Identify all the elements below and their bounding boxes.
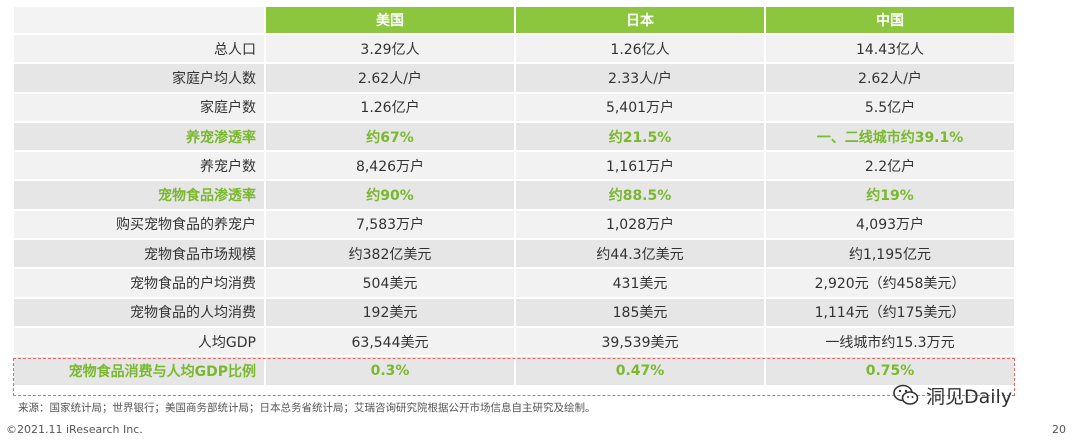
cell-japan: 2.33人/户 — [516, 64, 764, 92]
copyright: ©2021.11 iResearch Inc. — [6, 423, 143, 436]
cell-china: 0.75% — [766, 357, 1014, 385]
cell-japan: 1,161万户 — [516, 152, 764, 180]
cell-japan: 39,539美元 — [516, 327, 764, 356]
cell-china: 一线城市约15.3万元 — [766, 327, 1014, 356]
table-header: 美国 日本 中国 — [14, 7, 1014, 33]
table-row: 宠物食品的户均消费 504美元 431美元 2,920元（约458美元） — [14, 269, 1014, 297]
table-row: 宠物食品的人均消费 192美元 185美元 1,114元（约175美元） — [14, 298, 1014, 326]
row-label: 家庭户数 — [14, 93, 264, 121]
cell-china: 2,920元（约458美元） — [766, 269, 1014, 297]
cell-japan: 约44.3亿美元 — [516, 240, 764, 268]
cell-usa: 约382亿美元 — [266, 240, 514, 268]
row-label: 宠物食品市场规模 — [14, 240, 264, 268]
highlight-dashed-box — [13, 358, 1015, 396]
header-china: 中国 — [766, 7, 1014, 33]
cell-usa: 504美元 — [266, 269, 514, 297]
source-note: 来源：国家统计局；世界银行；美国商务部统计局；日本总务省统计局；艾瑞咨询研究院根… — [18, 402, 596, 414]
table-row-highlight: 宠物食品消费与人均GDP比例 0.3% 0.47% 0.75% — [14, 357, 1014, 385]
watermark: 洞见Daily — [892, 381, 1012, 409]
row-label: 购买宠物食品的养宠户 — [14, 210, 264, 239]
cell-japan: 1,028万户 — [516, 210, 764, 239]
cell-china: 约1,195亿元 — [766, 240, 1014, 268]
cell-usa: 192美元 — [266, 298, 514, 326]
cell-japan: 5,401万户 — [516, 93, 764, 121]
cell-usa: 8,426万户 — [266, 152, 514, 180]
cell-japan: 185美元 — [516, 298, 764, 326]
row-label: 宠物食品消费与人均GDP比例 — [14, 357, 264, 385]
table-row: 养宠户数 8,426万户 1,161万户 2.2亿户 — [14, 152, 1014, 180]
cell-usa: 3.29亿人 — [266, 35, 514, 63]
table-row: 家庭户数 1.26亿户 5,401万户 5.5亿户 — [14, 93, 1014, 121]
cell-china: 2.62人/户 — [766, 64, 1014, 92]
row-label: 宠物食品的户均消费 — [14, 269, 264, 297]
table-row: 家庭户均人数 2.62人/户 2.33人/户 2.62人/户 — [14, 64, 1014, 92]
header-blank-cell — [14, 7, 264, 33]
comparison-table: 美国 日本 中国 总人口 3.29亿人 1.26亿人 14.43亿人 家庭户均人… — [14, 7, 1014, 385]
cell-usa: 63,544美元 — [266, 327, 514, 356]
cell-japan: 约88.5% — [516, 181, 764, 209]
watermark-text: 洞见Daily — [926, 385, 1013, 408]
header-usa: 美国 — [266, 7, 514, 33]
cell-usa: 7,583万户 — [266, 210, 514, 239]
row-label: 宠物食品渗透率 — [14, 181, 264, 209]
row-label: 家庭户均人数 — [14, 64, 264, 92]
cell-china: 4,093万户 — [766, 210, 1014, 239]
cell-china: 1,114元（约175美元） — [766, 298, 1014, 326]
cell-china: 2.2亿户 — [766, 152, 1014, 180]
cell-china: 一、二线城市约39.1% — [766, 122, 1014, 151]
cell-usa: 0.3% — [266, 357, 514, 385]
table-row: 人均GDP 63,544美元 39,539美元 一线城市约15.3万元 — [14, 327, 1014, 356]
cell-china: 5.5亿户 — [766, 93, 1014, 121]
cell-japan: 1.26亿人 — [516, 35, 764, 63]
cell-china: 约19% — [766, 181, 1014, 209]
cell-japan: 431美元 — [516, 269, 764, 297]
cell-usa: 约67% — [266, 122, 514, 151]
table-row-highlight: 宠物食品渗透率 约90% 约88.5% 约19% — [14, 181, 1014, 209]
page-number: 20 — [1052, 423, 1066, 436]
row-label: 养宠户数 — [14, 152, 264, 180]
cell-japan: 0.47% — [516, 357, 764, 385]
row-label: 人均GDP — [14, 327, 264, 356]
table-row: 购买宠物食品的养宠户 7,583万户 1,028万户 4,093万户 — [14, 210, 1014, 239]
row-label: 养宠渗透率 — [14, 122, 264, 151]
table-row: 总人口 3.29亿人 1.26亿人 14.43亿人 — [14, 35, 1014, 63]
header-japan: 日本 — [516, 7, 764, 33]
table-row: 宠物食品市场规模 约382亿美元 约44.3亿美元 约1,195亿元 — [14, 240, 1014, 268]
wechat-icon — [893, 384, 919, 405]
row-label: 总人口 — [14, 35, 264, 63]
cell-china: 14.43亿人 — [766, 35, 1014, 63]
cell-usa: 1.26亿户 — [266, 93, 514, 121]
cell-usa: 2.62人/户 — [266, 64, 514, 92]
cell-usa: 约90% — [266, 181, 514, 209]
table-row-highlight: 养宠渗透率 约67% 约21.5% 一、二线城市约39.1% — [14, 122, 1014, 151]
row-label: 宠物食品的人均消费 — [14, 298, 264, 326]
cell-japan: 约21.5% — [516, 122, 764, 151]
